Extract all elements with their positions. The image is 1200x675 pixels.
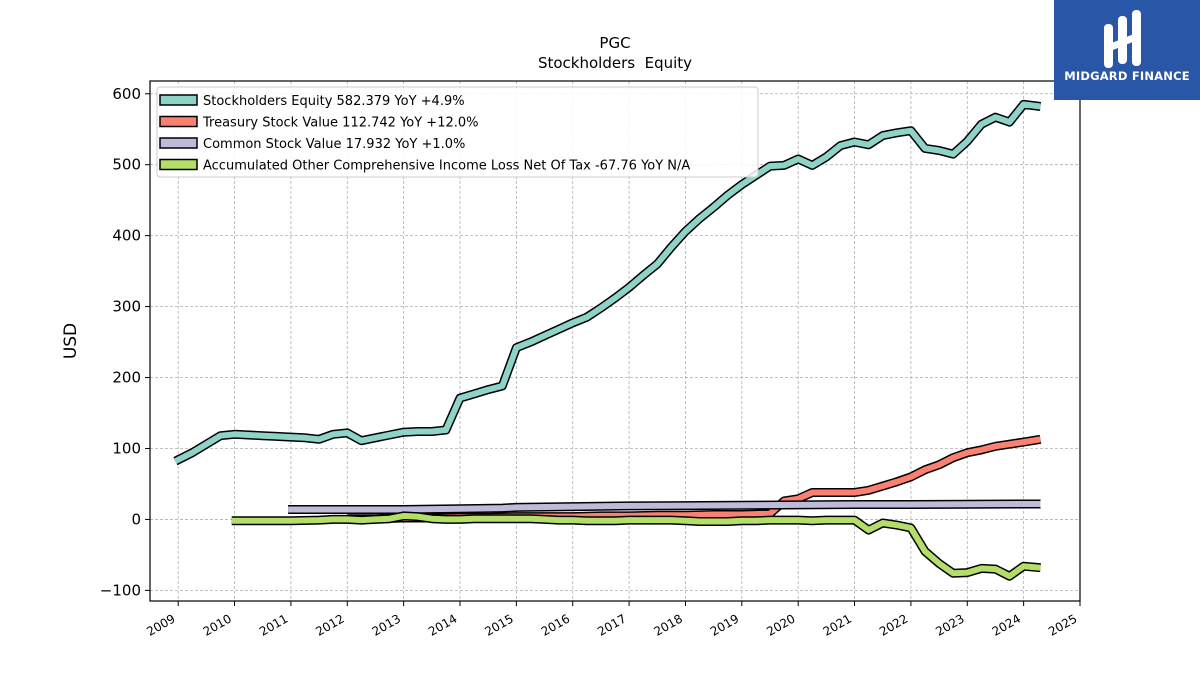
y-tick-label: 200 bbox=[112, 369, 141, 387]
x-tick-label: 2014 bbox=[426, 611, 459, 638]
x-tick-label: 2020 bbox=[764, 611, 797, 638]
legend-entry: Treasury Stock Value 112.742 YoY +12.0% bbox=[202, 116, 479, 131]
legend: Stockholders Equity 582.379 YoY +4.9% Tre… bbox=[156, 86, 759, 178]
legend-entry: Common Stock Value 17.932 YoY +1.0% bbox=[203, 137, 465, 152]
midgard-logo-icon bbox=[1104, 10, 1142, 68]
series-line bbox=[288, 501, 1041, 513]
x-tick-label: 2023 bbox=[933, 611, 966, 638]
legend-entry: Accumulated Other Comprehensive Income L… bbox=[203, 159, 690, 174]
brand-logo: MIDGARD FINANCE bbox=[1054, 0, 1200, 100]
y-axis-label: USD bbox=[61, 323, 81, 359]
x-tick-label: 2016 bbox=[539, 611, 572, 638]
legend-entry: Stockholders Equity 582.379 YoY +4.9% bbox=[203, 94, 465, 109]
legend-swatch bbox=[159, 115, 198, 128]
x-tick-label: 2010 bbox=[201, 611, 234, 638]
logo-text: MIDGARD FINANCE bbox=[1064, 69, 1190, 83]
x-tick-label: 2011 bbox=[257, 611, 290, 638]
x-tick-label: 2021 bbox=[821, 611, 854, 638]
series-line bbox=[174, 101, 1041, 464]
x-tick-label: 2013 bbox=[370, 611, 403, 638]
legend-swatch bbox=[159, 158, 198, 171]
y-tick-label: 0 bbox=[131, 510, 141, 528]
x-tick-label: 2025 bbox=[1046, 611, 1079, 638]
x-tick-label: 2022 bbox=[877, 611, 910, 638]
series-line bbox=[231, 512, 1041, 580]
legend-swatch bbox=[159, 137, 198, 149]
x-tick-label: 2019 bbox=[708, 611, 741, 638]
y-tick-label: −100 bbox=[100, 581, 141, 599]
legend-box bbox=[156, 86, 759, 178]
plot-frame bbox=[149, 80, 1081, 602]
x-tick-label: 2012 bbox=[313, 611, 346, 638]
legend-swatch bbox=[159, 94, 198, 106]
x-tick-label: 2015 bbox=[482, 611, 515, 638]
y-tick-label: 100 bbox=[112, 439, 141, 457]
y-tick-label: 300 bbox=[112, 298, 141, 316]
x-tick-label: 2017 bbox=[595, 611, 628, 638]
x-tick-label: 2018 bbox=[652, 611, 685, 638]
series-layer bbox=[173, 99, 1042, 581]
y-tick-label: 500 bbox=[112, 156, 141, 174]
y-tick-label: 400 bbox=[112, 227, 141, 245]
x-tick-label: 2009 bbox=[144, 611, 177, 638]
y-tick-label: 600 bbox=[112, 85, 141, 103]
chart-title: PGC bbox=[599, 34, 630, 52]
x-tick-label: 2024 bbox=[990, 611, 1023, 638]
chart-subtitle: Stockholders Equity bbox=[538, 54, 692, 72]
